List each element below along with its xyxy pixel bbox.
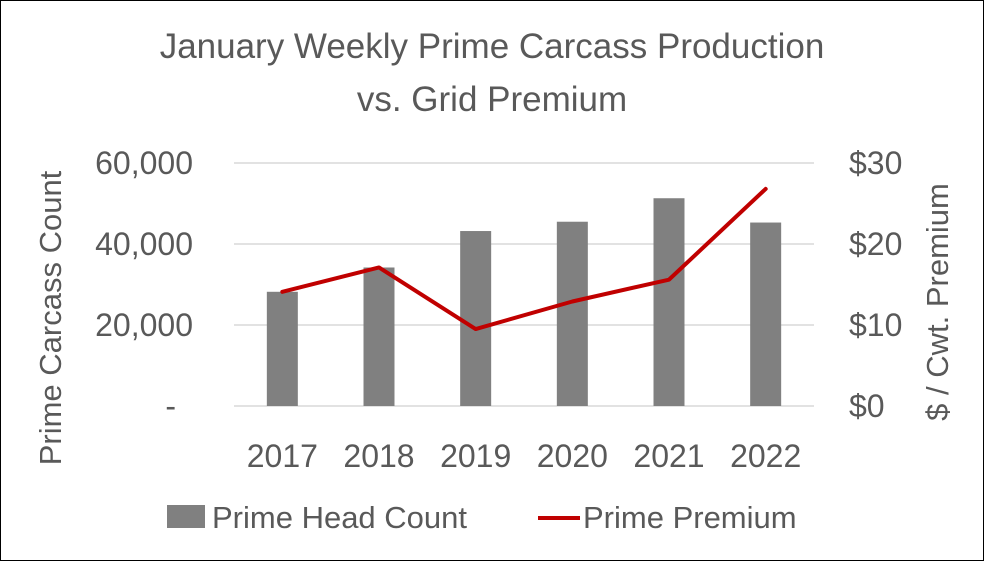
bar-series [266, 198, 782, 406]
chart-title-line-2: vs. Grid Premium [357, 80, 627, 119]
right-axis-title: $ / Cwt. Premium [920, 183, 955, 421]
left-axis-title: Prime Carcass Count [33, 170, 68, 465]
left-tick-label: - [165, 388, 176, 424]
legend-label-line: Prime Premium [583, 500, 797, 535]
legend-swatch-bar [167, 505, 205, 528]
bar-2021 [653, 198, 685, 406]
x-tick-label: 2022 [730, 438, 801, 474]
premium-line [280, 186, 768, 332]
left-axis-ticks: - 20,000 40,000 60,000 [95, 145, 193, 424]
legend: Prime Head Count Prime Premium [167, 500, 797, 535]
left-tick-label: 40,000 [95, 226, 193, 262]
right-axis-ticks: $0 $10 $20 $30 [849, 145, 902, 424]
left-tick-label: 60,000 [95, 145, 193, 181]
right-tick-label: $0 [849, 388, 885, 424]
bar-2017 [266, 291, 298, 406]
x-tick-label: 2019 [440, 438, 511, 474]
chart-title-line-1: January Weekly Prime Carcass Production [160, 27, 825, 66]
bar-2019 [460, 231, 492, 406]
bar-2022 [750, 222, 782, 406]
x-tick-label: 2017 [247, 438, 318, 474]
right-tick-label: $20 [849, 226, 902, 262]
x-tick-label: 2018 [343, 438, 414, 474]
bar-2018 [363, 267, 395, 406]
bar-2020 [556, 221, 588, 406]
line-series [280, 186, 768, 332]
x-axis-ticks: 2017 2018 2019 2020 2021 2022 [247, 438, 802, 474]
gridlines [234, 162, 814, 407]
right-tick-label: $10 [849, 307, 902, 343]
legend-label-bar: Prime Head Count [212, 500, 467, 535]
x-tick-label: 2020 [537, 438, 608, 474]
left-tick-label: 20,000 [95, 307, 193, 343]
x-tick-label: 2021 [633, 438, 704, 474]
right-tick-label: $30 [849, 145, 902, 181]
